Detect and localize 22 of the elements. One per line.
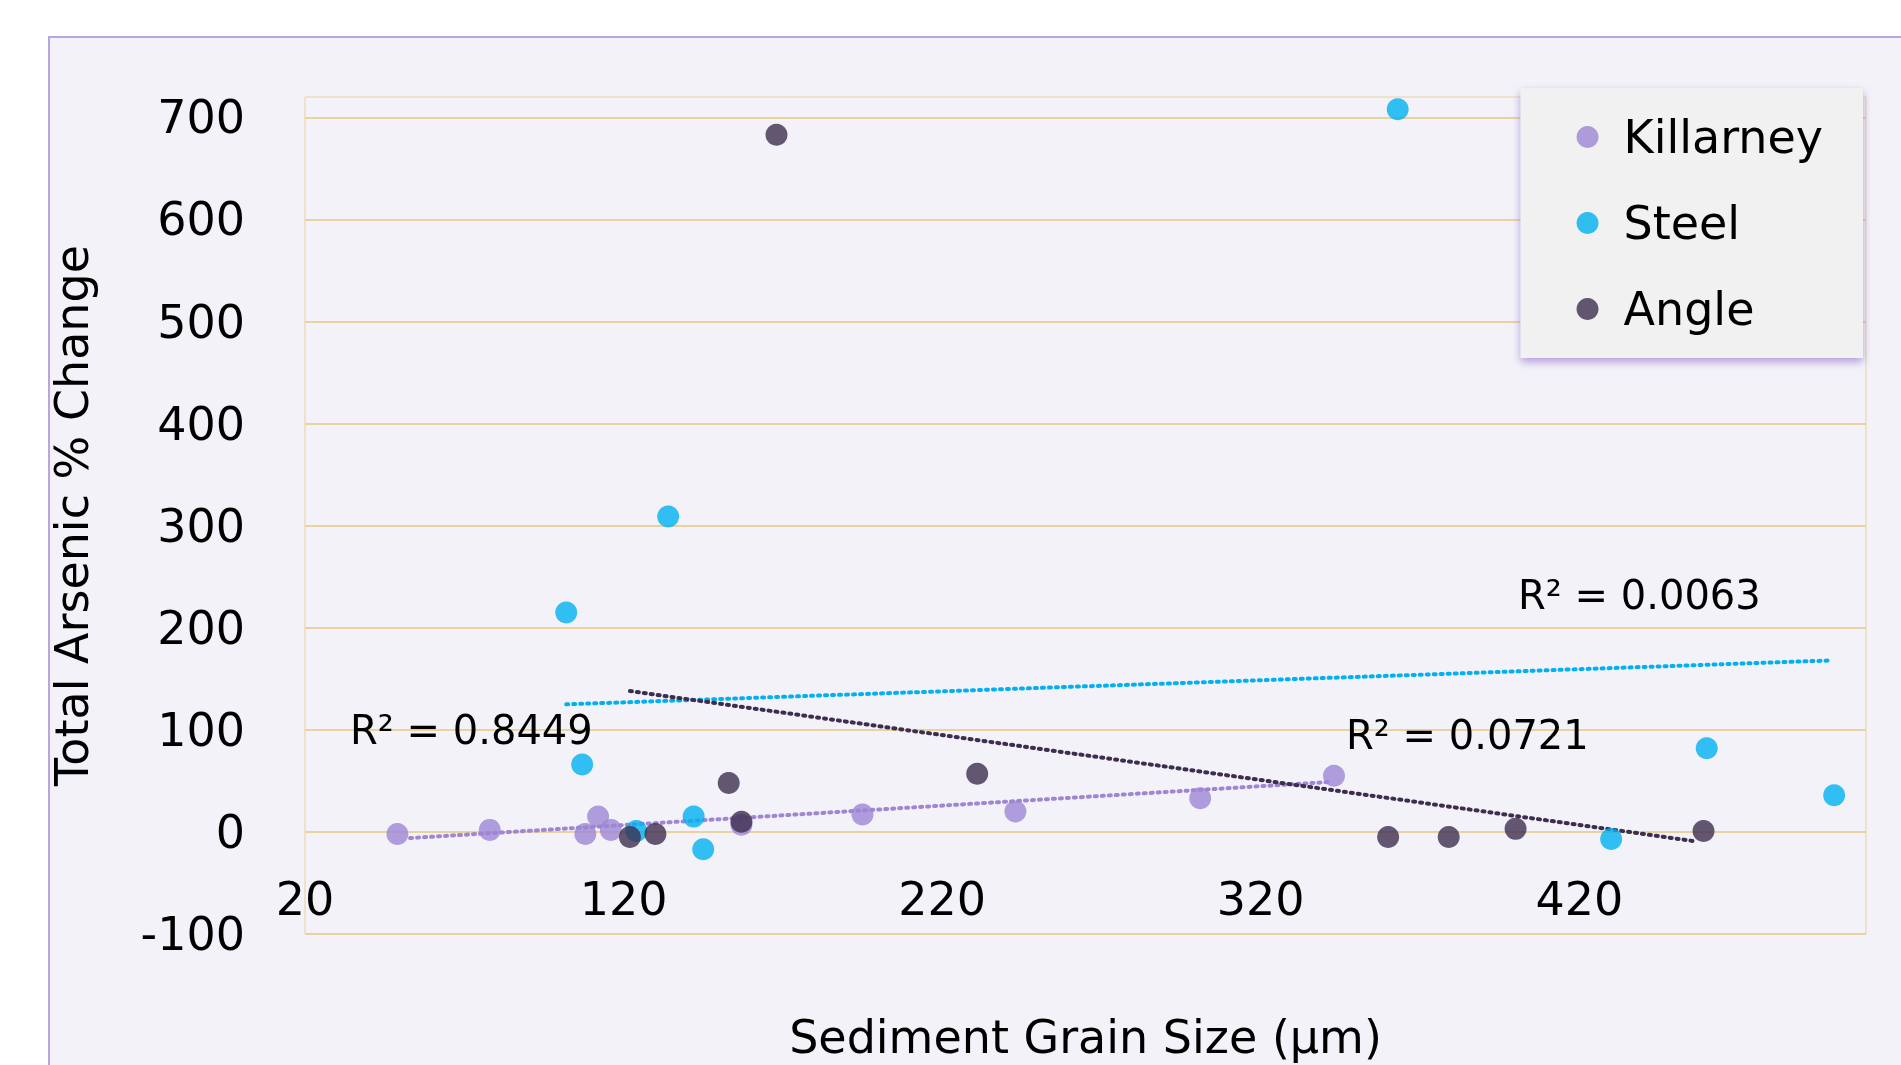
y-tick-label: 700 (157, 90, 245, 145)
y-tick-label: 300 (157, 498, 245, 553)
x-tick-label: 220 (898, 872, 987, 926)
y-tick-label: 100 (157, 702, 245, 757)
legend-label: Angle (1623, 282, 1755, 336)
y-tick-label: -100 (140, 907, 245, 961)
x-tick-label: 20 (275, 872, 335, 926)
x-tick-label: 420 (1535, 872, 1624, 926)
y-tick-label: 400 (157, 396, 245, 451)
y-tick-label: 500 (157, 294, 245, 349)
y-tick-label: 200 (157, 600, 245, 655)
annotation: R² = 0.0063 (1518, 572, 1761, 618)
y-axis-title: Total Arsenic % Change (45, 245, 99, 787)
legend-label: Killarney (1623, 110, 1824, 164)
x-tick-label: 120 (579, 872, 668, 926)
x-axis-title: Sediment Grain Size (µm) (789, 1010, 1382, 1064)
annotation: R² = 0.8449 (350, 707, 593, 753)
annotation: R² = 0.0721 (1346, 712, 1589, 758)
y-tick-label: 600 (157, 192, 245, 247)
y-tick-label: 0 (215, 804, 245, 859)
legend-label: Steel (1623, 196, 1741, 250)
x-tick-label: 320 (1216, 872, 1305, 926)
